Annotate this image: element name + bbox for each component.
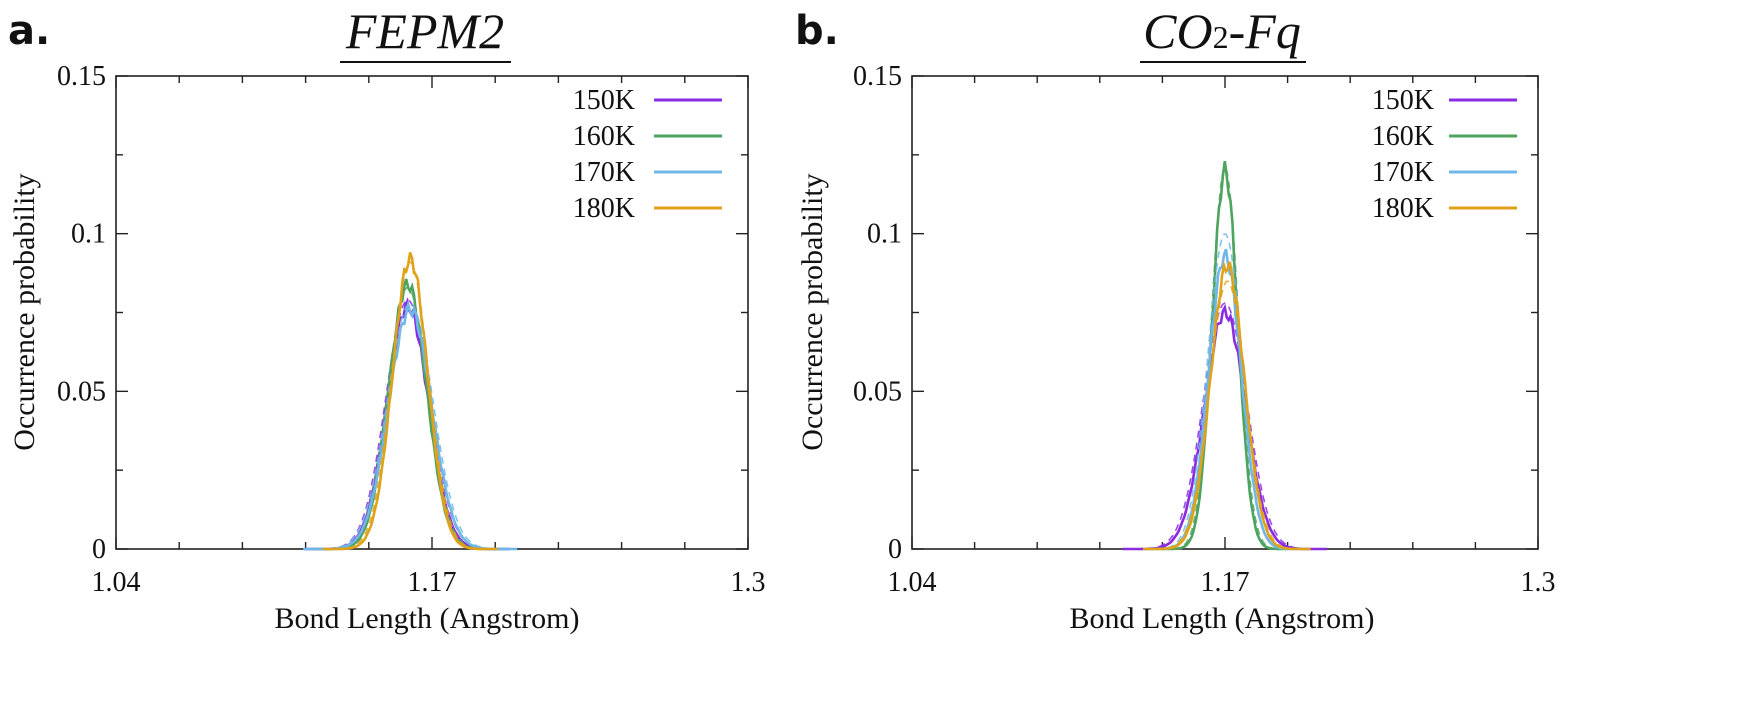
panel-b-letter: b. <box>795 8 839 54</box>
panel-a-legend-label-180K: 180K <box>573 193 635 224</box>
panel-a-legend-label-170K: 170K <box>573 157 635 188</box>
panel-b-series-180K-fit-line <box>1143 280 1311 550</box>
panel-a-tick-labels: 1.04 1.17 1.3 0 0.05 0.1 0.15 <box>57 61 766 598</box>
panel-b-series-180K-line <box>1143 260 1311 551</box>
panel-a-series-150K-line <box>304 297 511 551</box>
panel-a-plot-frame <box>115 75 749 550</box>
panel-a-series-150K-fit-line <box>304 299 511 550</box>
panel-b-x-tick-label: 1.17 <box>1201 567 1250 598</box>
panel-a-y-tick-label: 0.15 <box>57 61 106 92</box>
panel-a-y-tick-label: 0.1 <box>71 219 106 250</box>
panel-b-series-160K-line <box>1161 161 1289 551</box>
panel-a-title: FEPM2 <box>345 3 504 59</box>
panel-b-title-part-3: -Fq <box>1229 3 1301 59</box>
panel-a-letter: a. <box>8 8 50 54</box>
panel-a-series-170K-fit-line <box>303 302 518 550</box>
panel-a-series-180K-line <box>322 251 498 551</box>
panel-a-series-170K-line <box>303 299 518 551</box>
panel-a-ticks <box>115 75 749 550</box>
panel-b-y-tick-label: 0 <box>888 534 902 565</box>
panel-a-x-tick-label: 1.3 <box>731 567 766 598</box>
panel-b-title-subscript: 2 <box>1213 19 1229 55</box>
panel-a-y-axis-label: Occurrence probability <box>8 173 41 450</box>
panel-b-y-axis-label: Occurrence probability <box>796 173 829 450</box>
panel-a-series-180K-fit-line <box>322 260 498 550</box>
panel-b-series-150K-fit-line <box>1122 302 1327 550</box>
panel-b-ticks <box>911 75 1539 550</box>
panel-a-legend: 150K 160K 170K 180K <box>573 85 722 224</box>
panel-b-curves <box>1122 161 1327 551</box>
panel-a-x-tick-label: 1.17 <box>408 567 457 598</box>
panel-b-y-tick-label: 0.15 <box>853 61 902 92</box>
panel-a-legend-label-150K: 150K <box>573 85 635 116</box>
panel-a-curves <box>303 251 518 551</box>
panel-b: b. CO2-Fq 150K 160K 170K 180K 1.04 1.17 1.3 0 0… <box>795 3 1556 635</box>
panel-b-series-170K-fit-line <box>1143 233 1307 550</box>
panel-b-series-150K-line <box>1122 303 1327 551</box>
panel-b-title: CO2-Fq <box>1143 3 1301 59</box>
panel-a-y-tick-label: 0 <box>92 534 106 565</box>
panel-a-y-tick-label: 0.05 <box>57 376 106 407</box>
panel-a-x-axis-label: Bond Length (Angstrom) <box>275 602 580 635</box>
panel-a-series-160K-fit-line <box>312 286 502 550</box>
panel-b-legend: 150K 160K 170K 180K <box>1372 85 1517 224</box>
panel-a: a. FEPM2 150K 160K 170K 180K 1.04 1.17 1.3 0 0.… <box>8 3 766 635</box>
panel-a-x-tick-label: 1.04 <box>92 567 141 598</box>
panel-b-series-160K-fit-line <box>1161 165 1289 550</box>
panel-b-series-170K-line <box>1143 248 1307 551</box>
panel-b-x-tick-label: 1.3 <box>1521 567 1556 598</box>
panel-b-title-part-1: CO <box>1143 3 1212 59</box>
panel-b-x-axis-label: Bond Length (Angstrom) <box>1070 602 1375 635</box>
panel-b-legend-label-160K: 160K <box>1372 121 1434 152</box>
panel-a-legend-label-160K: 160K <box>573 121 635 152</box>
panel-b-x-tick-label: 1.04 <box>888 567 937 598</box>
panel-b-legend-label-170K: 170K <box>1372 157 1434 188</box>
panel-b-legend-label-150K: 150K <box>1372 85 1434 116</box>
panel-b-legend-label-180K: 180K <box>1372 193 1434 224</box>
panel-b-tick-labels: 1.04 1.17 1.3 0 0.05 0.1 0.15 <box>853 61 1556 598</box>
panel-a-series-160K-line <box>312 278 502 551</box>
panel-b-y-tick-label: 0.05 <box>853 376 902 407</box>
panel-b-y-tick-label: 0.1 <box>867 219 902 250</box>
